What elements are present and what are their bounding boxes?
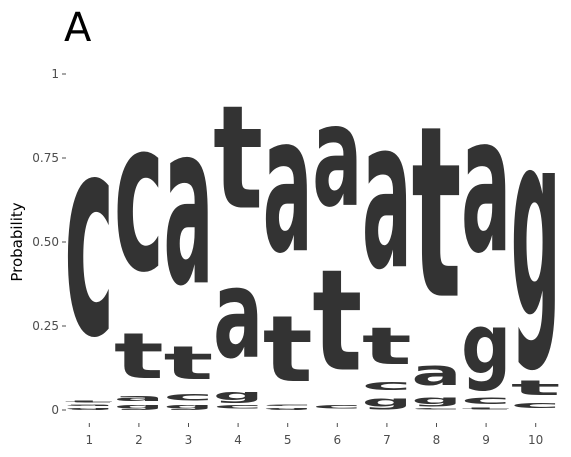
logo-letter-t: t bbox=[461, 407, 511, 410]
logo-letter-a: a bbox=[263, 74, 313, 295]
logo-letter-c: c bbox=[213, 403, 263, 410]
x-tick-label: 1 bbox=[85, 433, 93, 447]
y-tick-label: 0.50 bbox=[32, 235, 59, 249]
logo-letter-g: g bbox=[263, 407, 313, 410]
y-axis-title: Probability bbox=[8, 202, 26, 281]
logo-letter-t: t bbox=[213, 74, 263, 242]
logo-letter-a: a bbox=[461, 74, 511, 295]
panel-label: A bbox=[64, 5, 92, 51]
logo-letter-g: g bbox=[362, 393, 412, 410]
logo-letter-c: c bbox=[412, 407, 462, 410]
x-tick-label: 5 bbox=[284, 433, 292, 447]
x-tick-label: 6 bbox=[333, 433, 341, 447]
y-tick-label: 0.75 bbox=[32, 151, 59, 165]
logo-letter-c: c bbox=[64, 75, 114, 400]
logo-letter-a: a bbox=[164, 76, 214, 336]
logo-letter-c: c bbox=[312, 403, 362, 410]
x-tick-label: 3 bbox=[185, 433, 193, 447]
x-tick-label: 7 bbox=[383, 433, 391, 447]
logo-letter-a: a bbox=[362, 75, 412, 316]
logo-letter-g: g bbox=[412, 393, 462, 406]
logo-letter-c: c bbox=[461, 393, 511, 406]
logo-letter-t: t bbox=[511, 376, 561, 399]
logo-letter-t: t bbox=[312, 240, 362, 403]
x-tick-label: 4 bbox=[234, 433, 242, 447]
logo-letter-a: a bbox=[412, 353, 462, 394]
logo-letter-t: t bbox=[362, 316, 412, 376]
logo-letter-c: c bbox=[362, 377, 412, 394]
y-axis: 0 0.25 0.50 0.75 1 bbox=[32, 67, 66, 417]
logo-letter-g: g bbox=[114, 403, 164, 410]
y-tick-label: 1 bbox=[51, 67, 59, 81]
logo-letter-a: a bbox=[312, 75, 362, 239]
x-tick-label: 9 bbox=[482, 433, 490, 447]
logo-letter-g: g bbox=[64, 407, 114, 410]
logo-letter-a: a bbox=[114, 393, 164, 403]
y-tick-label: 0 bbox=[51, 403, 59, 417]
logo-letter-a: a bbox=[213, 243, 263, 387]
logo-column-10: ctg bbox=[511, 74, 561, 410]
x-axis: 1 2 3 4 5 6 7 8 9 10 bbox=[85, 423, 543, 447]
logo-letter-t: t bbox=[164, 337, 214, 390]
y-tick-label: 0.25 bbox=[32, 319, 59, 333]
logo-letter-c: c bbox=[263, 403, 313, 406]
logo-letter-g: g bbox=[213, 386, 263, 403]
logo-letter-c: c bbox=[164, 390, 214, 403]
logo-letter-t: t bbox=[412, 76, 462, 353]
x-tick-label: 10 bbox=[528, 433, 543, 447]
logo-letter-a: a bbox=[64, 403, 114, 406]
logo-letter-t: t bbox=[114, 320, 164, 393]
logo-letter-g: g bbox=[511, 74, 561, 376]
x-tick-label: 2 bbox=[135, 433, 143, 447]
logo-letter-g: g bbox=[164, 403, 214, 410]
logo-letter-t: t bbox=[64, 400, 114, 403]
logo-letter-t: t bbox=[263, 297, 313, 403]
logo-column-6: cta bbox=[312, 75, 362, 410]
logo-letter-c: c bbox=[114, 75, 164, 319]
logo-letter-g: g bbox=[461, 297, 511, 393]
logo-letter-c: c bbox=[511, 400, 561, 410]
x-tick-label: 8 bbox=[433, 433, 441, 447]
